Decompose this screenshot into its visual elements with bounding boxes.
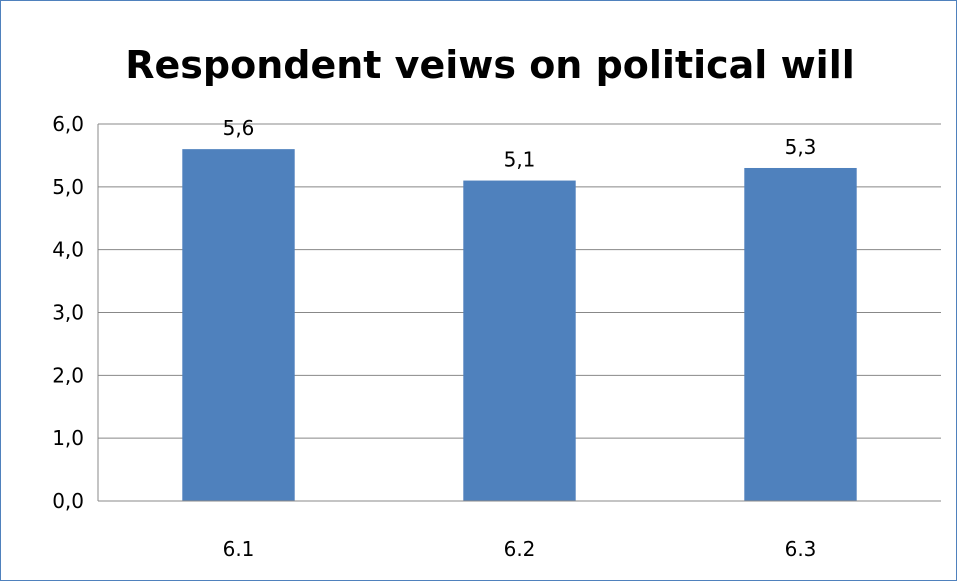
data-label: 5,1 xyxy=(504,148,536,172)
x-tick-label: 6.1 xyxy=(223,537,255,561)
y-axis-ticks: 0,0 1,0 2,0 3,0 4,0 5,0 6,0 xyxy=(52,112,84,513)
x-tick-label: 6.2 xyxy=(504,537,536,561)
y-tick-label: 4,0 xyxy=(52,238,84,262)
data-label: 5,6 xyxy=(223,116,255,140)
bar-6.3 xyxy=(744,167,857,501)
y-tick-label: 2,0 xyxy=(52,363,84,387)
y-tick-label: 5,0 xyxy=(52,175,84,199)
chart-title: Respondent veiws on political will xyxy=(125,43,855,87)
x-axis-ticks: 6.1 6.2 6.3 xyxy=(223,537,817,561)
y-tick-label: 0,0 xyxy=(52,489,84,513)
y-tick-label: 6,0 xyxy=(52,112,84,136)
y-tick-label: 3,0 xyxy=(52,301,84,325)
bar-6.2 xyxy=(463,180,576,502)
y-tick-label: 1,0 xyxy=(52,426,84,450)
bar-6.1 xyxy=(182,149,295,501)
data-label: 5,3 xyxy=(785,135,817,159)
data-labels: 5,6 5,1 5,3 xyxy=(223,116,817,171)
x-tick-label: 6.3 xyxy=(785,537,817,561)
bars xyxy=(98,149,941,502)
